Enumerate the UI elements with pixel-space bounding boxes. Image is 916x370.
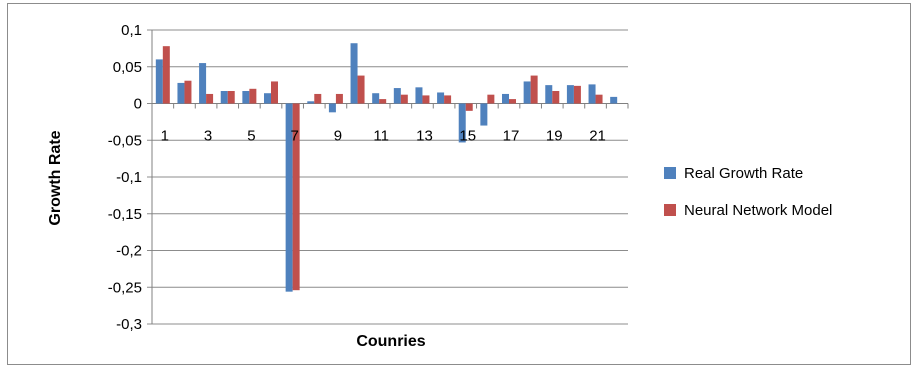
bar-neural-network-model (573, 85, 581, 104)
x-axis-ticks: 1 3 5 7 9 11 13 15 17 19 21 (161, 128, 606, 145)
bar-real-growth-rate (610, 96, 618, 104)
bar-real-growth-rate (545, 85, 553, 104)
bar-real-growth-rate (566, 85, 574, 104)
bar-real-growth-rate (177, 82, 185, 104)
bar-real-growth-rate (502, 93, 509, 104)
y-tick-label: -0,3 (116, 316, 142, 333)
bar-real-growth-rate (393, 88, 401, 104)
x-tick-label: 17 (503, 128, 520, 145)
bar-real-growth-rate (199, 63, 207, 104)
bar-neural-network-model (292, 103, 300, 291)
bar-real-growth-rate (458, 103, 466, 143)
bar-neural-network-model (400, 94, 408, 104)
y-tick-label: -0,1 (116, 169, 142, 186)
y-tick-label: -0,2 (116, 243, 142, 260)
legend-swatch (664, 167, 676, 179)
bar-neural-network-model (271, 81, 278, 104)
legend-label: Real Growth Rate (684, 165, 803, 182)
bar-series (155, 43, 618, 292)
bar-neural-network-model (357, 75, 365, 104)
bar-neural-network-model (530, 75, 538, 104)
bar-real-growth-rate (523, 81, 531, 104)
y-tick-label: 0,05 (113, 59, 142, 76)
bar-real-growth-rate (588, 84, 596, 104)
bar-real-growth-rate (350, 43, 358, 104)
x-tick-label: 21 (589, 128, 606, 145)
bar-real-growth-rate (328, 103, 336, 113)
y-tick-label: -0,25 (108, 279, 142, 296)
x-tick-label: 9 (334, 128, 342, 145)
bar-neural-network-model (206, 93, 214, 104)
x-axis-title: Counries (356, 333, 425, 350)
bar-neural-network-model (595, 94, 603, 104)
y-tick-label: -0,15 (108, 206, 142, 223)
gridlines (147, 29, 629, 325)
x-tick-label: 3 (204, 128, 212, 145)
bar-real-growth-rate (285, 103, 293, 292)
bar-neural-network-model (465, 103, 473, 111)
y-axis-ticks: 0,1 0,05 0 -0,05 -0,1 -0,15 -0,2 -0,25 -0,3 (108, 22, 142, 333)
bar-real-growth-rate (415, 87, 423, 104)
y-tick-label: -0,05 (108, 132, 142, 149)
bar-neural-network-model (422, 95, 430, 104)
bar-neural-network-model (444, 95, 452, 104)
bar-real-growth-rate (155, 59, 163, 104)
y-axis-title: Growth Rate (47, 130, 64, 225)
bar-neural-network-model (379, 99, 387, 104)
bar-neural-network-model (314, 93, 322, 104)
bar-neural-network-model (227, 91, 235, 104)
bar-real-growth-rate (264, 93, 271, 104)
x-tick-label: 7 (290, 128, 298, 145)
x-tick-label: 5 (247, 128, 255, 145)
legend-swatch (664, 204, 676, 216)
bar-neural-network-model (162, 46, 170, 104)
legend-label: Neural Network Model (684, 202, 832, 219)
x-tick-label: 1 (161, 128, 169, 145)
bar-neural-network-model (184, 80, 192, 104)
y-tick-label: 0 (134, 96, 142, 113)
bar-neural-network-model (487, 94, 495, 104)
bar-real-growth-rate (372, 93, 380, 104)
x-tick-label: 13 (416, 128, 433, 145)
bar-neural-network-model (335, 93, 343, 104)
bar-neural-network-model (552, 91, 560, 104)
x-tick-label: 11 (373, 128, 389, 145)
bar-neural-network-model (249, 88, 257, 104)
bar-real-growth-rate (437, 92, 445, 104)
bar-neural-network-model (509, 99, 516, 104)
bar-real-growth-rate (242, 91, 250, 104)
bar-real-growth-rate (307, 101, 315, 104)
bar-real-growth-rate (220, 91, 228, 104)
legend: Real Growth Rate Neural Network Model (664, 165, 832, 219)
x-tick-label: 15 (459, 128, 476, 145)
bar-real-growth-rate (480, 103, 488, 126)
x-tick-label: 19 (546, 128, 563, 145)
y-tick-label: 0,1 (121, 22, 142, 39)
